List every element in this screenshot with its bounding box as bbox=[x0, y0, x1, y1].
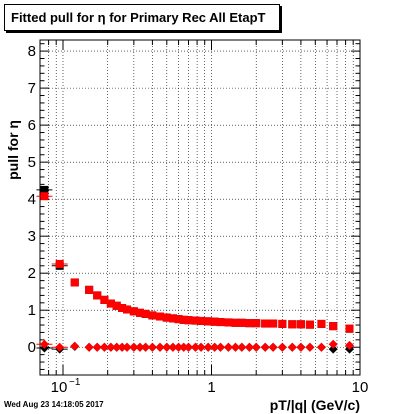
diamond-marker bbox=[237, 342, 247, 352]
diamond-marker bbox=[316, 342, 326, 352]
y-tick-label: 7 bbox=[28, 80, 36, 97]
square-marker bbox=[123, 305, 132, 314]
diamond-marker bbox=[345, 340, 355, 350]
plot-border bbox=[39, 39, 361, 376]
diamond-marker bbox=[162, 342, 172, 352]
square-marker bbox=[261, 319, 270, 328]
square-marker bbox=[204, 317, 213, 326]
square-marker bbox=[231, 318, 240, 327]
diamond-marker bbox=[277, 342, 287, 352]
square-marker bbox=[168, 314, 177, 323]
y-tick-label: 5 bbox=[28, 154, 36, 171]
diamond-marker bbox=[287, 342, 297, 352]
square-marker bbox=[191, 316, 200, 325]
square-marker bbox=[136, 308, 145, 317]
square-marker bbox=[224, 318, 233, 327]
y-axis-ticks: 0 1 2 3 4 5 6 7 8 bbox=[28, 43, 360, 370]
square-marker bbox=[278, 319, 287, 328]
y-tick-label: 4 bbox=[28, 191, 36, 208]
diamond-marker bbox=[251, 342, 261, 352]
square-marker bbox=[70, 278, 79, 287]
diamond-marker bbox=[70, 341, 80, 351]
square-marker bbox=[252, 319, 261, 328]
square-marker bbox=[296, 320, 305, 329]
diamond-marker bbox=[216, 342, 226, 352]
y-axis-label: pull for η bbox=[5, 120, 21, 180]
diamond-marker bbox=[122, 342, 132, 352]
data-markers bbox=[36, 185, 355, 354]
square-marker bbox=[184, 316, 193, 325]
square-marker bbox=[288, 320, 297, 329]
footer-timestamp: Wed Aug 23 14:18:05 2017 bbox=[4, 400, 104, 409]
x-tick-label: 10 bbox=[51, 379, 68, 396]
diamond-marker bbox=[135, 342, 145, 352]
y-tick-label: 1 bbox=[28, 302, 36, 319]
x-axis-ticks: 10 −1 1 10 bbox=[39, 40, 369, 396]
diamond-marker bbox=[147, 342, 157, 352]
diamond-marker bbox=[92, 342, 102, 352]
y-tick-label: 0 bbox=[28, 339, 36, 356]
square-marker bbox=[179, 315, 188, 324]
square-marker bbox=[216, 318, 225, 327]
y-tick-label: 8 bbox=[28, 43, 36, 60]
diamond-marker bbox=[296, 342, 306, 352]
square-marker bbox=[245, 319, 254, 328]
diamond-marker bbox=[268, 342, 278, 352]
diamond-marker bbox=[155, 342, 165, 352]
chart-title: Fitted pull for η for Primary Rec All Et… bbox=[4, 4, 280, 31]
diamond-marker bbox=[141, 342, 151, 352]
square-marker bbox=[148, 311, 157, 320]
diamond-marker bbox=[223, 342, 233, 352]
diamond-marker bbox=[168, 342, 178, 352]
square-marker bbox=[129, 307, 138, 316]
diamond-marker bbox=[305, 342, 315, 352]
square-marker bbox=[305, 320, 314, 329]
square-marker bbox=[112, 301, 121, 310]
diamond-marker bbox=[260, 342, 270, 352]
square-marker bbox=[269, 319, 278, 328]
x-tick-label: 10 bbox=[352, 379, 369, 396]
square-marker bbox=[197, 316, 206, 325]
diamond-marker bbox=[112, 342, 122, 352]
x-axis-label: pT/|q| (GeV/c) bbox=[270, 397, 360, 413]
x-tick-label: 1 bbox=[207, 379, 215, 396]
diamond-marker bbox=[179, 342, 189, 352]
diamond-marker bbox=[328, 339, 338, 349]
plot-frame bbox=[39, 39, 361, 376]
x-tick-exponent: −1 bbox=[69, 377, 81, 388]
square-marker bbox=[141, 309, 150, 318]
square-marker bbox=[156, 312, 165, 321]
square-marker bbox=[93, 291, 102, 300]
square-marker bbox=[329, 322, 338, 331]
square-marker bbox=[210, 317, 219, 326]
diamond-marker bbox=[190, 342, 200, 352]
diamond-marker bbox=[230, 342, 240, 352]
diamond-marker bbox=[174, 342, 184, 352]
diamond-marker bbox=[117, 342, 127, 352]
diamond-marker bbox=[244, 342, 254, 352]
y-tick-label: 6 bbox=[28, 117, 36, 134]
square-marker bbox=[106, 299, 115, 308]
square-marker bbox=[162, 313, 171, 322]
diamond-marker bbox=[203, 342, 213, 352]
diamond-marker bbox=[196, 342, 206, 352]
square-marker bbox=[237, 318, 246, 327]
square-marker bbox=[85, 285, 94, 294]
diamond-marker bbox=[106, 342, 116, 352]
diamond-marker bbox=[99, 342, 109, 352]
square-marker bbox=[118, 304, 127, 312]
diamond-marker bbox=[210, 342, 220, 352]
y-tick-label: 2 bbox=[28, 265, 36, 282]
square-marker bbox=[345, 324, 354, 333]
square-marker bbox=[317, 319, 326, 328]
square-marker bbox=[100, 295, 109, 304]
square-marker bbox=[174, 315, 183, 324]
diamond-marker bbox=[84, 342, 94, 352]
diamond-marker bbox=[129, 342, 139, 352]
diamond-marker bbox=[328, 344, 338, 354]
diamond-marker bbox=[183, 342, 193, 352]
y-tick-label: 3 bbox=[28, 228, 36, 245]
